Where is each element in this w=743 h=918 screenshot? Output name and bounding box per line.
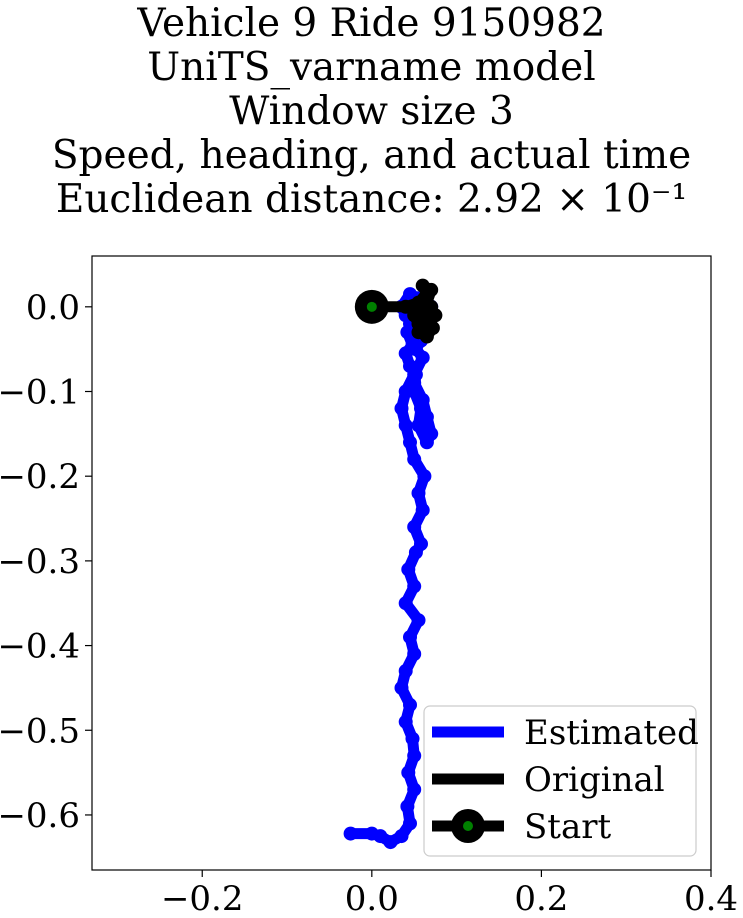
series-point-estimated [407, 452, 422, 467]
x-tick-label: 0.2 [514, 879, 568, 918]
series-point-estimated [414, 536, 428, 551]
series-point-estimated [373, 829, 388, 844]
series-point-estimated [407, 748, 422, 763]
legend-swatch-start-center [463, 821, 473, 831]
y-tick-label: −0.5 [0, 711, 80, 751]
x-tick-label: −0.2 [161, 879, 244, 918]
series-point-estimated [401, 562, 416, 577]
y-tick-label: −0.6 [0, 796, 80, 836]
plot-frame [91, 255, 712, 871]
series-point-estimated [403, 435, 417, 450]
series-point-estimated [383, 835, 398, 850]
x-tick-label: 0.4 [684, 879, 738, 918]
series-point-estimated [411, 418, 426, 433]
series-point-estimated [398, 346, 413, 361]
title-line-5: Euclidean distance: 2.92 × 10⁻¹ [55, 177, 688, 222]
series-point-estimated [415, 393, 430, 407]
title-line-3: Window size 3 [229, 89, 514, 134]
series-point-estimated [407, 647, 422, 661]
series-point-original [417, 291, 432, 306]
series-point-estimated [424, 426, 439, 441]
series-point-estimated [400, 325, 415, 340]
series-point-estimated [415, 503, 430, 518]
legend: Estimated Original Start [423, 705, 699, 857]
series-point-estimated [400, 799, 415, 814]
plot-series-layer [343, 278, 443, 850]
series-point-estimated [394, 401, 409, 416]
title-line-2: UniTS_varname model [147, 45, 596, 90]
legend-label-estimated: Estimated [524, 713, 699, 753]
series-point-estimated [343, 826, 358, 841]
y-tick-label: 0.0 [26, 288, 80, 328]
series-point-estimated [405, 731, 420, 746]
series-point-estimated [403, 816, 417, 831]
series-point-estimated [411, 486, 426, 501]
y-tick-label: −0.2 [0, 457, 80, 497]
y-tick-label: −0.4 [0, 627, 80, 667]
chart-title: Vehicle 9 Ride 9150982 UniTS_varname mod… [0, 2, 743, 222]
series-point-estimated [417, 469, 432, 484]
series-point-estimated [407, 579, 422, 594]
title-line-4: Speed, heading, and actual time [51, 133, 692, 178]
series-point-original [419, 312, 434, 327]
start-marker-center [366, 301, 377, 312]
y-axis: 0.0 −0.1 −0.2 −0.3 −0.4 −0.5 −0.6 [0, 288, 92, 836]
series-point-estimated [398, 664, 413, 678]
x-tick-label: 0.0 [345, 879, 399, 918]
series-point-estimated [401, 765, 416, 780]
series-point-estimated [394, 680, 409, 695]
series-point-estimated [398, 596, 413, 611]
series-point-estimated [419, 409, 434, 424]
series-point-estimated [407, 782, 422, 797]
legend-box [423, 705, 697, 857]
legend-label-start: Start [524, 807, 611, 847]
series-point-estimated [403, 697, 417, 712]
series-point-estimated [407, 376, 422, 390]
series-point-estimated [398, 714, 413, 729]
y-tick-label: −0.1 [0, 373, 80, 413]
legend-label-original: Original [524, 760, 665, 800]
series-point-estimated [411, 613, 426, 628]
series-point-estimated [407, 520, 422, 534]
series-point-original [398, 299, 413, 314]
title-line-1: Vehicle 9 Ride 9150982 [137, 1, 606, 46]
x-axis: −0.2 0.0 0.2 0.4 [161, 870, 738, 918]
series-point-estimated [398, 418, 413, 433]
series-point-estimated [394, 829, 409, 844]
y-tick-label: −0.3 [0, 542, 80, 582]
series-point-estimated [403, 630, 417, 645]
series-point-estimated [403, 287, 417, 302]
